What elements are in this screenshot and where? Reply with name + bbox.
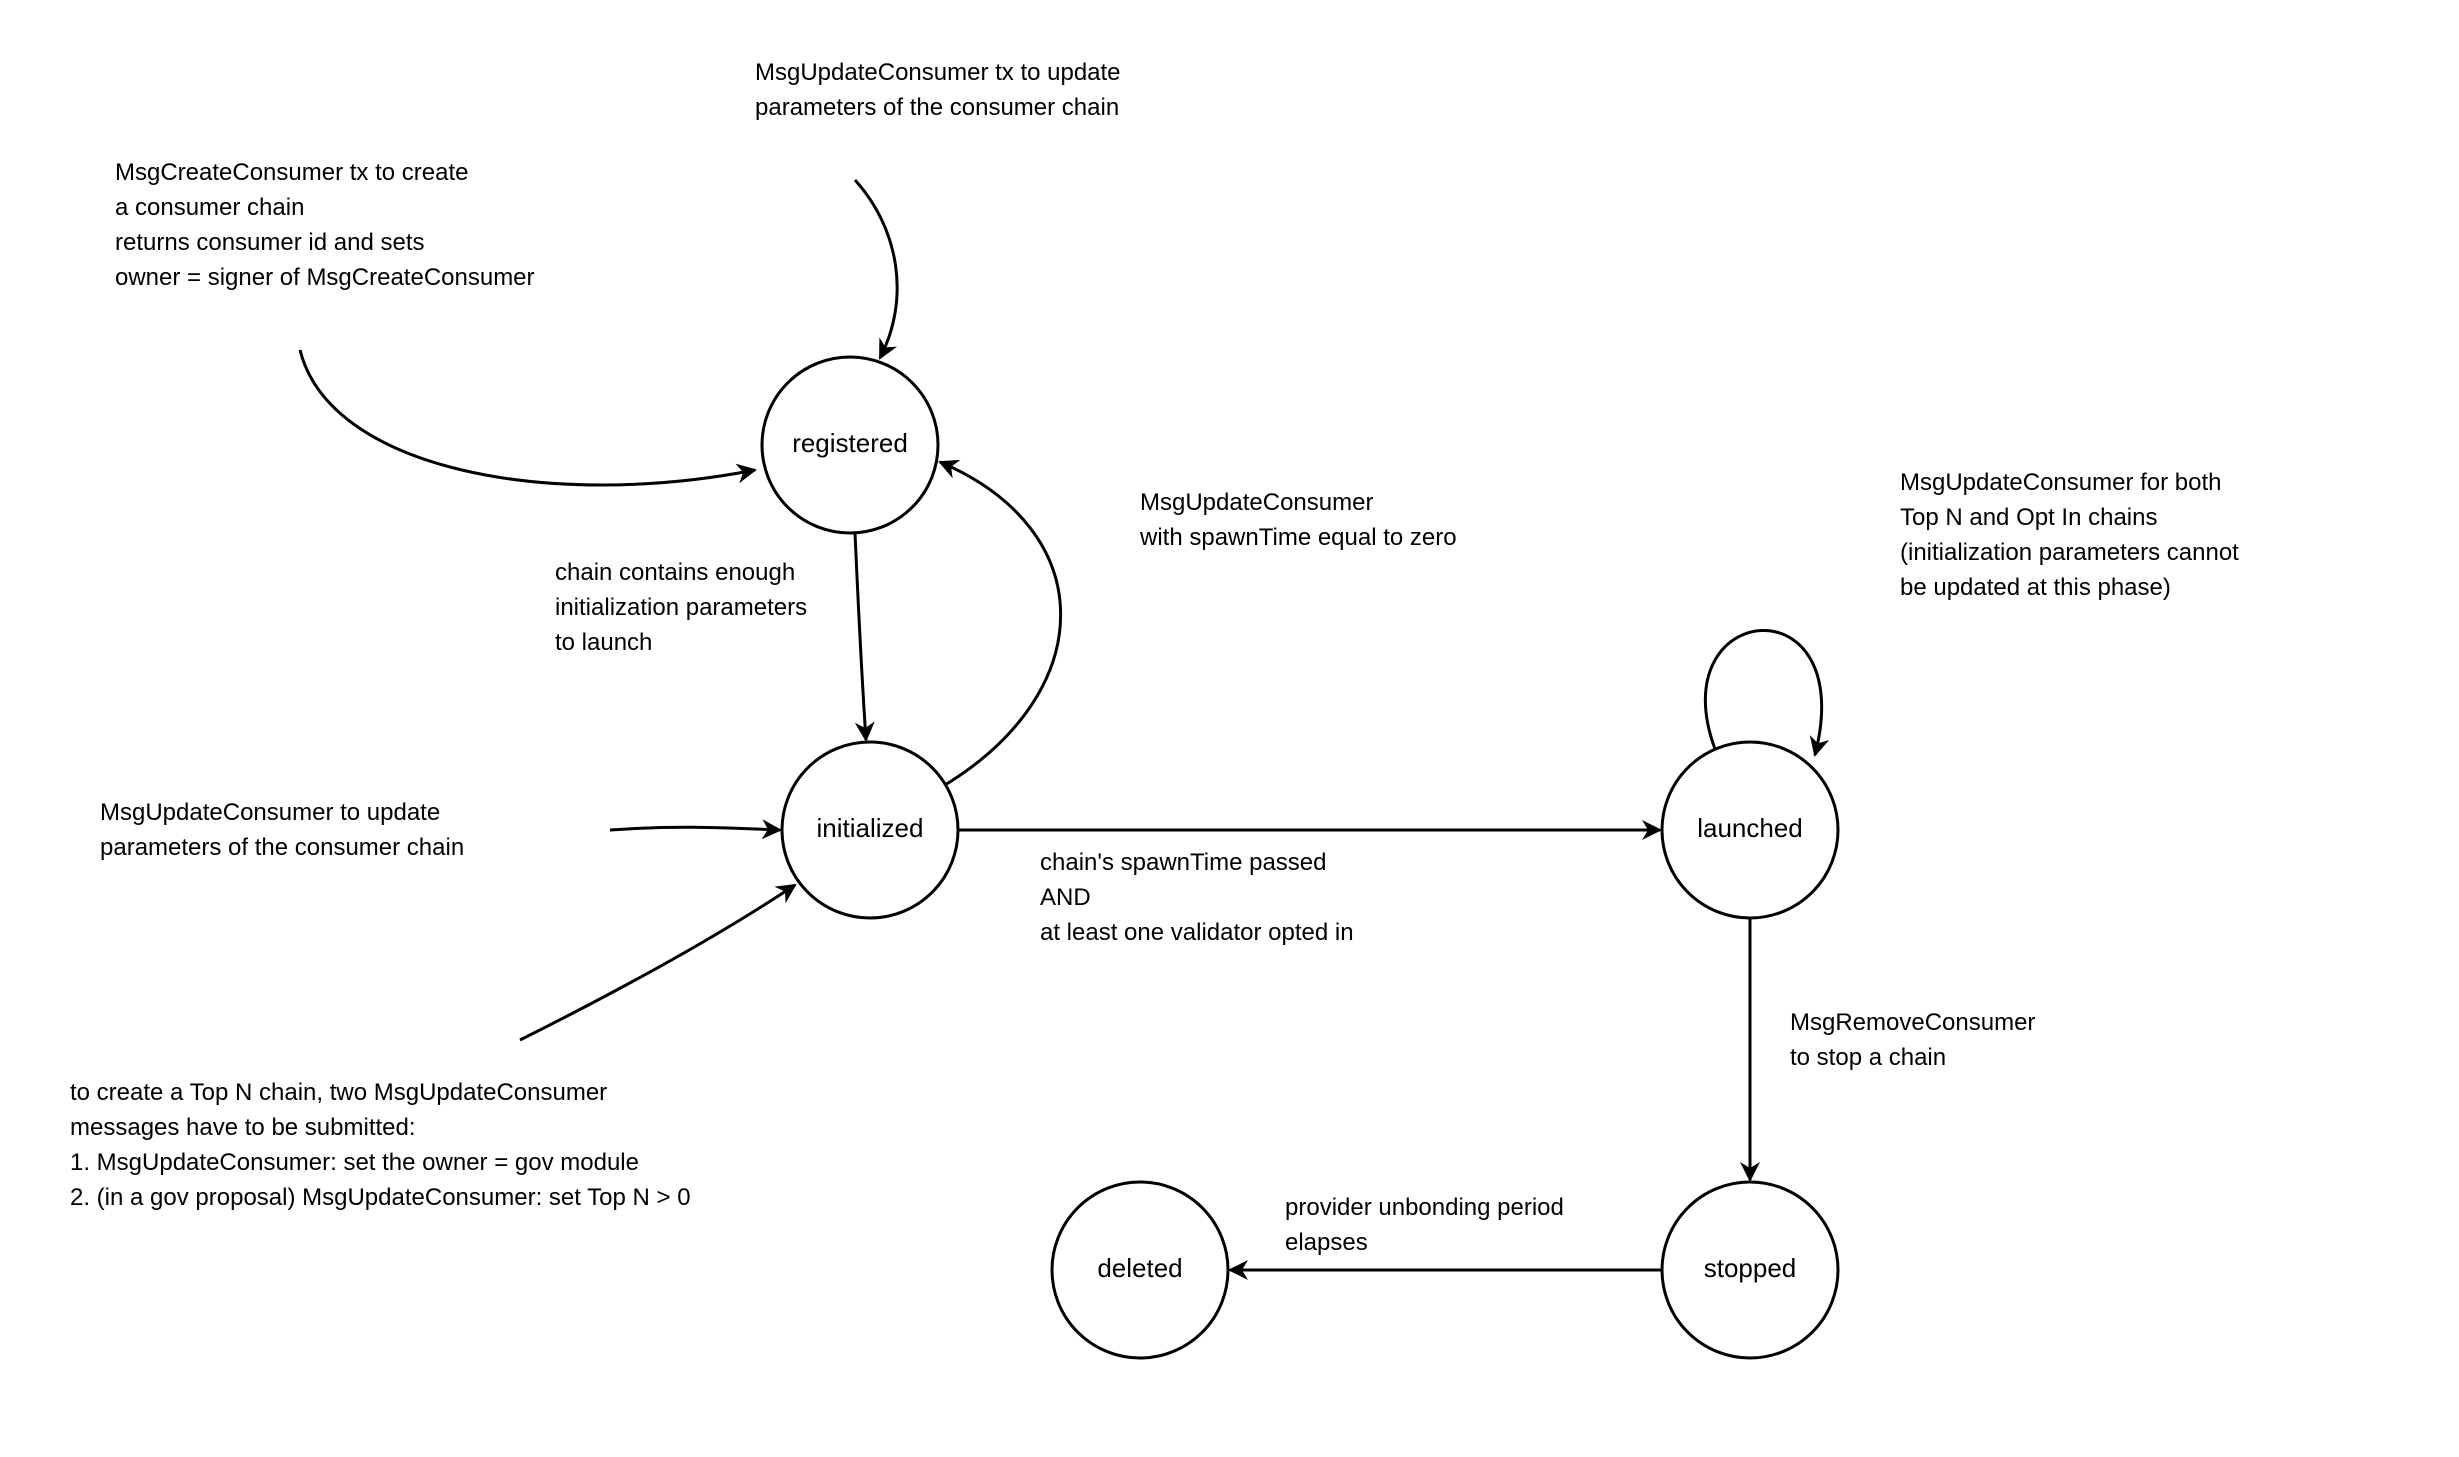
node-deleted-label: deleted [1097,1253,1182,1283]
edge-update-launched [1705,630,1821,755]
annot-update-registered: MsgUpdateConsumer tx to update parameter… [755,59,1127,121]
annot-reg-to-init: chain contains enough initialization par… [555,559,814,656]
node-stopped: stopped [1662,1182,1838,1358]
annot-topn-note: to create a Top N chain, two MsgUpdateCo… [70,1079,691,1211]
node-launched: launched [1662,742,1838,918]
node-registered: registered [762,357,938,533]
node-deleted: deleted [1052,1182,1228,1358]
edge-create-to-registered [300,350,755,485]
node-initialized: initialized [782,742,958,918]
annot-init-to-reg: MsgUpdateConsumer with spawnTime equal t… [1139,489,1457,551]
annot-init-to-launched: chain's spawnTime passed AND at least on… [1040,849,1354,946]
annot-update-launched: MsgUpdateConsumer for both Top N and Opt… [1900,469,2246,601]
annot-create-consumer: MsgCreateConsumer tx to create a consume… [115,159,535,291]
annot-stopped-to-deleted: provider unbonding period elapses [1285,1194,1571,1256]
node-initialized-label: initialized [817,813,924,843]
annot-update-initialized: MsgUpdateConsumer to update parameters o… [100,799,464,861]
state-diagram: registered initialized launched stopped … [0,0,2459,1457]
node-registered-label: registered [792,428,908,458]
edge-update-registered [855,180,897,358]
edge-initialized-to-registered [940,462,1061,785]
edge-update-initialized [610,827,780,830]
node-launched-label: launched [1697,813,1803,843]
node-stopped-label: stopped [1704,1253,1797,1283]
annot-launched-to-stopped: MsgRemoveConsumer to stop a chain [1790,1009,2042,1071]
edge-topn-to-initialized [520,885,795,1040]
edge-registered-to-initialized [855,533,866,740]
